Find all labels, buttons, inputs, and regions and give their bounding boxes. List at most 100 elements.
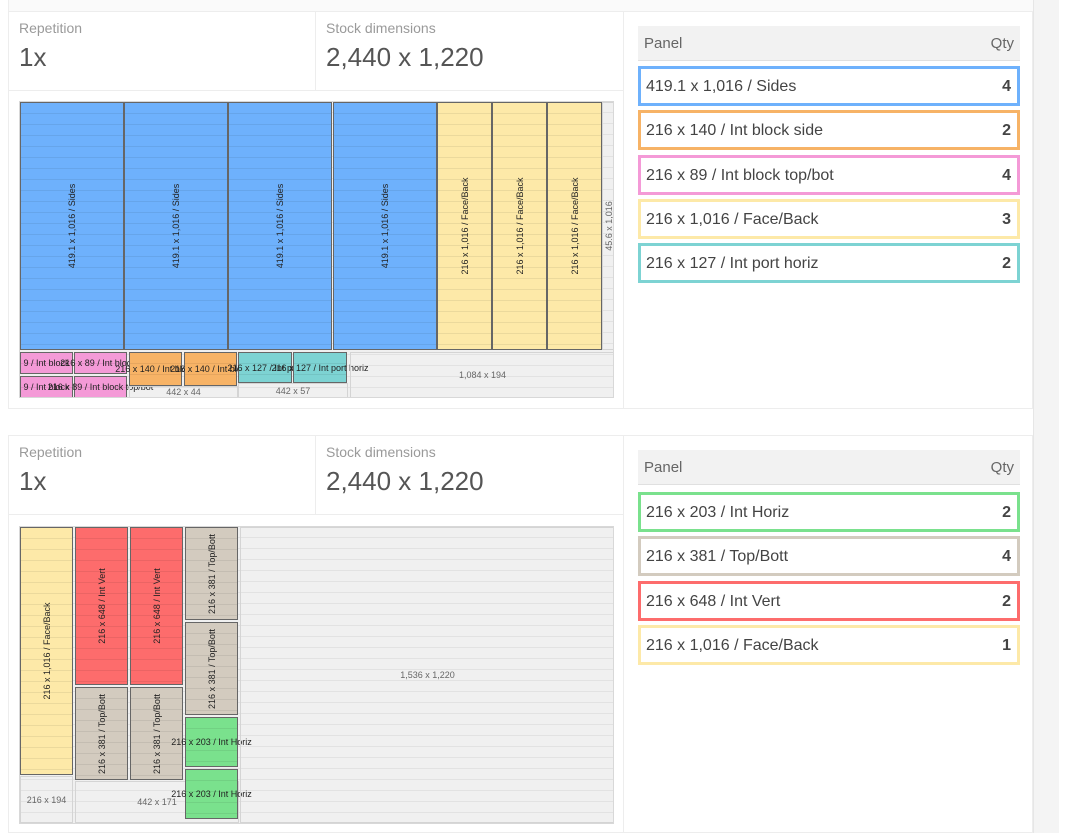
waste-label: 442 x 44: [166, 387, 201, 397]
piece-label: 216 x 381 / Top/Bott: [151, 693, 162, 774]
panel-piece-top-bott[interactable]: 216 x 381 / Top/Bott: [185, 622, 238, 715]
panel-piece-face-back[interactable]: 216 x 1,016 / Face/Back: [437, 102, 492, 350]
panel-piece-sides[interactable]: 419.1 x 1,016 / Sides: [333, 102, 437, 350]
panel-row-label: 216 x 89 / Int block top/bot: [646, 167, 834, 184]
panel-row-label: 216 x 203 / Int Horiz: [646, 504, 790, 521]
panel-row-label: 216 x 1,016 / Face/Back: [646, 637, 819, 654]
panel-row-label: 419.1 x 1,016 / Sides: [646, 78, 797, 95]
panel-row-qty: 4: [1002, 167, 1011, 184]
stock-dimensions-value: 2,440 x 1,220: [326, 42, 484, 72]
cutting-layout-card-2: Repetition 1x Stock dimensions 2,440 x 1…: [8, 435, 1033, 833]
panel-row-qty: 1: [1002, 637, 1011, 654]
panel-piece-sides[interactable]: 419.1 x 1,016 / Sides: [124, 102, 228, 350]
waste-area: 45.6 x 1,016: [602, 102, 614, 350]
waste-label: 1,084 x 194: [458, 370, 507, 380]
qty-column-header: Qty: [990, 35, 1014, 52]
piece-label: 419.1 x 1,016 / Sides: [67, 183, 77, 269]
panel-piece-int-block-side[interactable]: 216 x 140 / Int block: [115, 352, 196, 386]
panel-row[interactable]: 216 x 1,016 / Face/Back 1: [638, 625, 1020, 665]
waste-label: 216 x 194: [26, 794, 67, 805]
panel-row-qty: 4: [1002, 548, 1011, 565]
panel-column-header: Panel: [644, 35, 683, 52]
panel-piece-top-bott[interactable]: 216 x 381 / Top/Bott: [185, 527, 238, 620]
panel-row[interactable]: 216 x 381 / Top/Bott 4: [638, 536, 1020, 576]
stock-sheet-diagram[interactable]: 419.1 x 1,016 / Sides 419.1 x 1,016 / Si…: [19, 101, 614, 398]
panel-row-label: 216 x 127 / Int port horiz: [646, 255, 819, 272]
repetition-label: Repetition: [19, 20, 83, 36]
panel-row-label: 216 x 140 / Int block side: [646, 122, 823, 139]
panel-row-qty: 3: [1002, 211, 1011, 228]
stock-sheet-diagram[interactable]: 216 x 1,016 / Face/Back 216 x 194 216 x …: [19, 526, 614, 824]
panel-piece-sides[interactable]: 419.1 x 1,016 / Sides: [228, 102, 332, 350]
piece-label: 419.1 x 1,016 / Sides: [380, 183, 390, 269]
piece-label: 216 x 1,016 / Face/Back: [569, 177, 580, 275]
cutting-layout-card-1: Repetition 1x Stock dimensions 2,440 x 1…: [8, 11, 1033, 409]
panel-list-header: Panel Qty: [638, 26, 1020, 61]
panel-row-qty: 2: [1002, 504, 1011, 521]
piece-label: 216 x 1,016 / Face/Back: [459, 177, 470, 275]
repetition-label: Repetition: [19, 444, 83, 460]
panel-piece-int-horiz[interactable]: 216 x 203 / Int Horiz: [171, 717, 252, 767]
panel-row[interactable]: 216 x 140 / Int block side 2: [638, 110, 1020, 150]
panel-piece-top-bott[interactable]: 216 x 381 / Top/Bott: [75, 687, 128, 780]
waste-label: 442 x 171: [137, 797, 177, 807]
panel-piece-int-block-top-bot[interactable]: 216 x 89 / Int block top/bot: [48, 376, 153, 397]
stock-dimensions-stat: Stock dimensions 2,440 x 1,220: [316, 12, 624, 91]
panel-piece-face-back[interactable]: 216 x 1,016 / Face/Back: [20, 527, 73, 775]
panel-piece-int-vert[interactable]: 216 x 648 / Int Vert: [75, 527, 128, 685]
piece-label: 216 x 140 / Int block: [170, 364, 251, 374]
waste-area: 1,536 x 1,220: [240, 527, 613, 823]
panel-list-header: Panel Qty: [638, 450, 1020, 485]
piece-label: 216 x 203 / Int Horiz: [171, 789, 252, 799]
panel-row[interactable]: 216 x 127 / Int port horiz 2: [638, 243, 1020, 283]
stock-dimensions-label: Stock dimensions: [326, 444, 436, 460]
panel-row-qty: 2: [1002, 122, 1011, 139]
panel-row[interactable]: 216 x 203 / Int Horiz 2: [638, 492, 1020, 532]
piece-label: 9 / Int block: [23, 382, 70, 392]
qty-column-header: Qty: [990, 459, 1014, 476]
panel-piece-top-bott[interactable]: 216 x 381 / Top/Bott: [130, 687, 183, 780]
panel-piece-int-vert[interactable]: 216 x 648 / Int Vert: [130, 527, 183, 685]
layout-summary: Repetition 1x Stock dimensions 2,440 x 1…: [9, 12, 624, 408]
panel-piece-int-block-top-bot[interactable]: 216 x 89 / Int block t: [60, 352, 141, 374]
panel-row[interactable]: 216 x 648 / Int Vert 2: [638, 581, 1020, 621]
panel-row-qty: 2: [1002, 255, 1011, 272]
scrollbar-track[interactable]: [1033, 0, 1059, 833]
panel-list-table: Panel Qty 419.1 x 1,016 / Sides 4 216 x …: [638, 26, 1020, 286]
piece-label: 216 x 89 / Int block top/bot: [47, 382, 154, 392]
panel-piece-int-port-horiz[interactable]: 216 x 127 / Int port horiz: [271, 352, 369, 383]
waste-label: 45.6 x 1,016: [603, 201, 614, 251]
waste-area: 442 x 171: [75, 781, 239, 823]
panel-piece-int-block-top-bot[interactable]: 9 / Int block: [20, 376, 73, 397]
panel-row[interactable]: 216 x 89 / Int block top/bot 4: [638, 155, 1020, 195]
piece-label: 216 x 89 / Int block t: [60, 358, 141, 368]
panel-piece-int-port-horiz[interactable]: 216 x 127 / Int port: [227, 352, 303, 383]
panel-row[interactable]: 419.1 x 1,016 / Sides 4: [638, 66, 1020, 106]
panel-piece-face-back[interactable]: 216 x 1,016 / Face/Back: [547, 102, 602, 350]
panel-piece-sides[interactable]: 419.1 x 1,016 / Sides: [20, 102, 124, 350]
panel-piece-int-block-top-bot[interactable]: 9 / Int block: [20, 352, 73, 374]
repetition-stat: Repetition 1x: [9, 12, 316, 91]
piece-label: 216 x 648 / Int Vert: [96, 568, 107, 644]
waste-area: 216 x 194: [20, 776, 73, 823]
panel-piece-int-horiz[interactable]: 216 x 203 / Int Horiz: [171, 769, 252, 819]
panel-row-qty: 4: [1002, 78, 1011, 95]
panel-row[interactable]: 216 x 1,016 / Face/Back 3: [638, 199, 1020, 239]
piece-label: 419.1 x 1,016 / Sides: [171, 183, 181, 269]
piece-label: 216 x 127 / Int port horiz: [271, 362, 369, 373]
piece-label: 216 x 203 / Int Horiz: [171, 737, 252, 747]
panel-piece-face-back[interactable]: 216 x 1,016 / Face/Back: [492, 102, 547, 350]
stock-dimensions-value: 2,440 x 1,220: [326, 466, 484, 496]
repetition-value: 1x: [19, 42, 47, 72]
panel-piece-int-block-side[interactable]: 216 x 140 / Int block: [170, 352, 251, 386]
waste-area: 1,084 x 194: [350, 352, 613, 397]
waste-area: 442 x 57: [238, 383, 348, 397]
piece-label: 216 x 127 / Int port: [227, 362, 303, 373]
panel-list-table: Panel Qty 216 x 203 / Int Horiz 2 216 x …: [638, 450, 1020, 670]
piece-label: 216 x 648 / Int Vert: [151, 568, 162, 644]
piece-label: 419.1 x 1,016 / Sides: [275, 183, 285, 269]
waste-label: 442 x 57: [275, 385, 311, 396]
panel-row-label: 216 x 381 / Top/Bott: [646, 548, 789, 565]
panel-row-label: 216 x 1,016 / Face/Back: [646, 211, 819, 228]
piece-label: 216 x 381 / Top/Bott: [206, 628, 217, 709]
